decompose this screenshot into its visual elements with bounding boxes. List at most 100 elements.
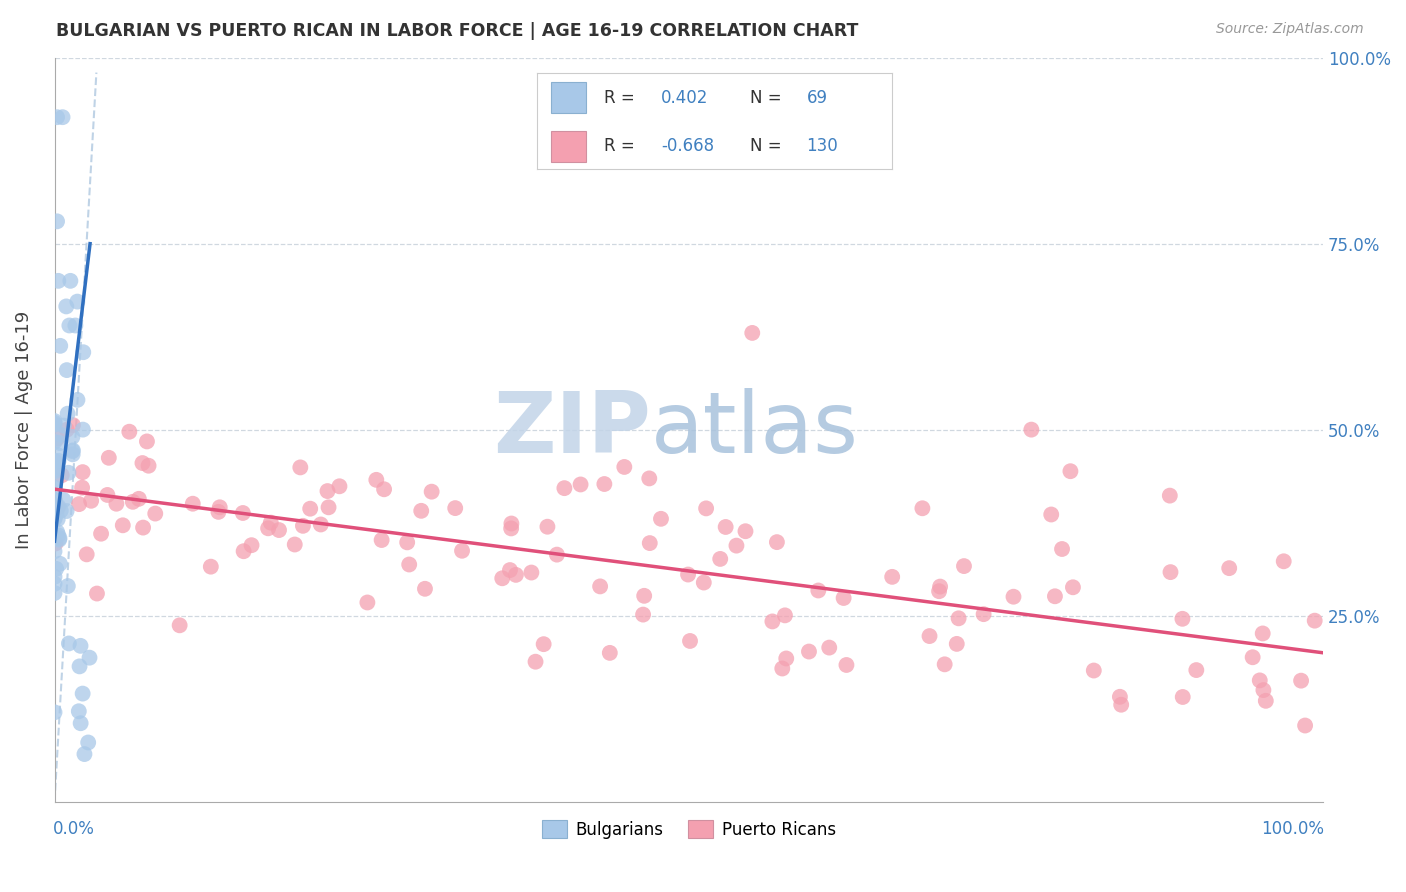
Point — [356, 595, 378, 609]
Point — [44, 464, 66, 478]
Point — [51, 428, 73, 442]
Point — [882, 570, 904, 584]
Point — [46, 448, 69, 462]
Point — [121, 495, 143, 509]
Point — [1303, 614, 1326, 628]
Point — [918, 629, 941, 643]
Point — [44, 459, 66, 474]
Point — [46, 500, 69, 515]
Point — [373, 483, 395, 497]
Point — [232, 506, 254, 520]
Point — [48, 531, 70, 545]
Point — [1171, 690, 1194, 704]
Point — [444, 501, 467, 516]
Point — [260, 516, 283, 530]
Point — [60, 430, 83, 444]
Point — [132, 520, 155, 534]
Point — [633, 589, 655, 603]
Text: Source: ZipAtlas.com: Source: ZipAtlas.com — [1216, 22, 1364, 37]
Point — [111, 518, 134, 533]
Point — [136, 434, 159, 449]
Point — [1109, 690, 1132, 704]
Point — [770, 661, 793, 675]
Point — [695, 501, 717, 516]
Point — [650, 512, 672, 526]
Point — [200, 559, 222, 574]
Text: ZIP: ZIP — [494, 388, 651, 471]
Point — [77, 735, 100, 749]
Point — [51, 468, 73, 483]
Point — [1171, 612, 1194, 626]
Point — [72, 687, 94, 701]
Point — [928, 584, 950, 599]
Point — [599, 646, 621, 660]
Point — [86, 586, 108, 600]
Point — [207, 505, 229, 519]
Point — [128, 491, 150, 506]
Point — [72, 345, 94, 359]
Point — [257, 521, 280, 535]
Point — [55, 504, 77, 518]
Point — [66, 294, 89, 309]
Point — [1021, 423, 1043, 437]
Point — [370, 533, 392, 547]
Point — [44, 473, 66, 487]
Point — [676, 567, 699, 582]
Point — [62, 447, 84, 461]
Point — [766, 535, 789, 549]
Point — [1040, 508, 1063, 522]
Point — [52, 493, 75, 508]
Point — [44, 417, 66, 432]
Point — [569, 477, 592, 491]
Point — [1050, 541, 1073, 556]
Point — [1241, 650, 1264, 665]
Point — [934, 657, 956, 672]
Point — [1043, 589, 1066, 603]
Point — [62, 443, 84, 458]
Point — [52, 418, 75, 433]
Point — [44, 531, 66, 545]
Point — [505, 567, 527, 582]
Point — [553, 481, 575, 495]
Point — [240, 538, 263, 552]
Point — [948, 611, 970, 625]
Point — [55, 423, 77, 437]
Point — [96, 488, 118, 502]
Point — [46, 528, 69, 542]
Point — [593, 477, 616, 491]
Point — [46, 274, 69, 288]
Point — [44, 706, 66, 720]
Point — [45, 506, 67, 520]
Point — [44, 492, 66, 507]
Point — [411, 504, 433, 518]
Point — [520, 566, 543, 580]
Point — [69, 716, 91, 731]
Point — [118, 425, 141, 439]
Point — [1083, 664, 1105, 678]
Point — [44, 416, 66, 430]
Point — [232, 544, 254, 558]
Point — [413, 582, 436, 596]
Point — [72, 423, 94, 437]
Point — [589, 579, 612, 593]
Point — [44, 512, 66, 526]
Point — [328, 479, 350, 493]
Point — [59, 274, 82, 288]
Point — [65, 318, 87, 333]
Point — [143, 507, 166, 521]
Point — [181, 497, 204, 511]
Point — [58, 318, 80, 333]
Point — [366, 473, 388, 487]
Point — [501, 516, 523, 531]
Point — [51, 110, 73, 124]
Point — [291, 518, 314, 533]
Point — [44, 586, 66, 600]
Point — [284, 537, 307, 551]
Point — [76, 547, 98, 561]
Point — [44, 576, 66, 591]
Point — [773, 608, 796, 623]
Point — [44, 462, 66, 476]
Point — [44, 454, 66, 468]
Point — [44, 510, 66, 524]
Point — [693, 575, 716, 590]
